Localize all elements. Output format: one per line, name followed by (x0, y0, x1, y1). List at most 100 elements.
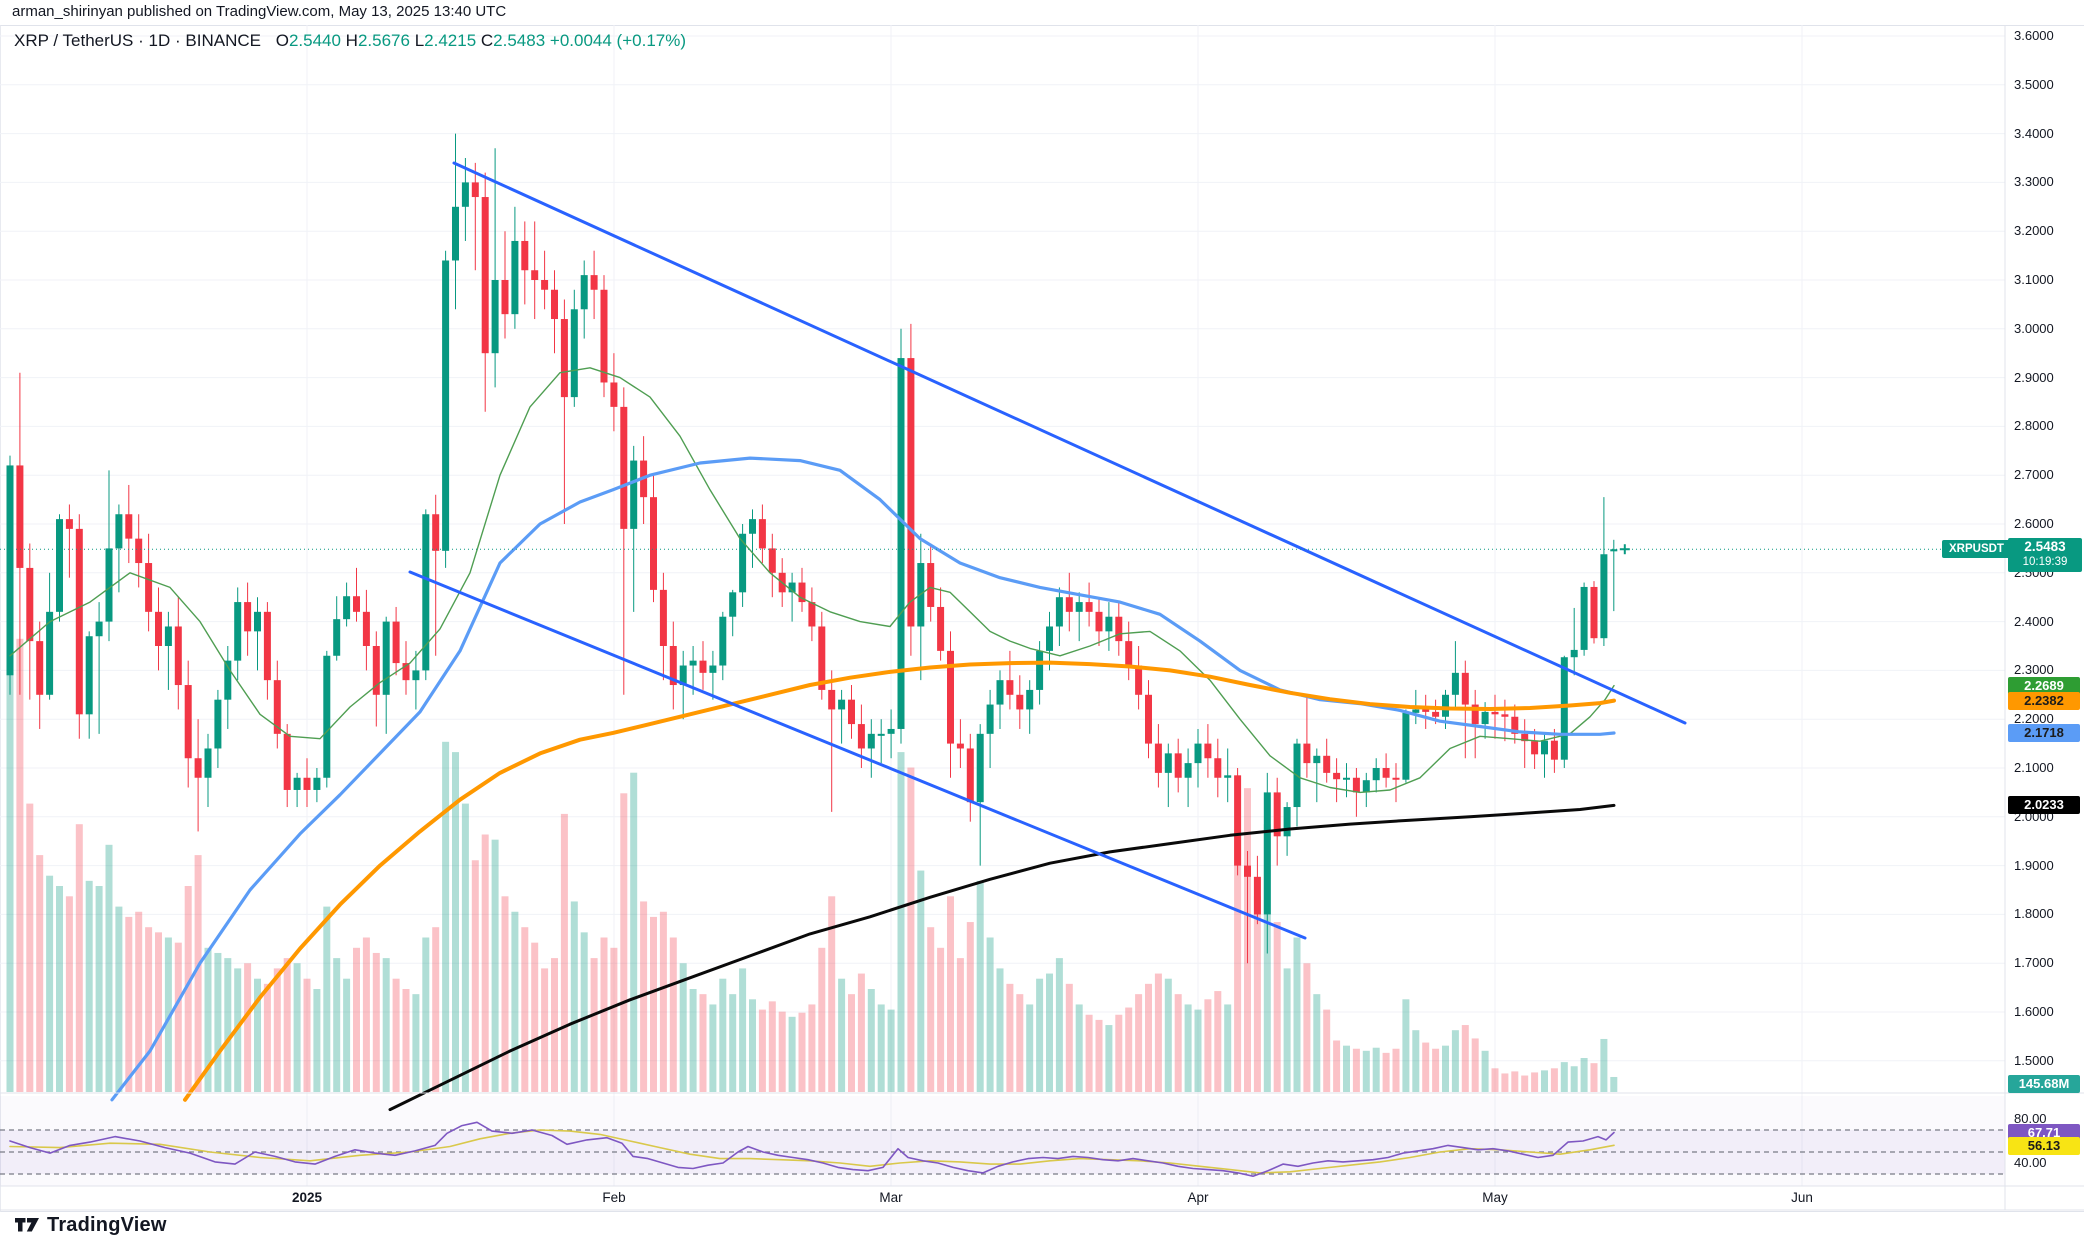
candle-body (1145, 694, 1152, 744)
candle-body (570, 309, 578, 398)
volume-bar (56, 886, 63, 1092)
volume-bar (739, 968, 747, 1092)
candle-body (372, 646, 380, 695)
candle-body (1412, 709, 1420, 713)
volume-bar (6, 628, 14, 1092)
candle-body (115, 514, 123, 549)
volume-bar (966, 922, 974, 1092)
volume-bar (521, 927, 529, 1092)
candle-body (382, 621, 390, 695)
volume-bar (1461, 1025, 1469, 1092)
candle-body (1253, 876, 1261, 915)
tradingview-logo[interactable]: TradingView (14, 1213, 167, 1237)
candle-body (1461, 672, 1469, 705)
candle-body (135, 538, 143, 564)
price-axis-tick: 3.5000 (2014, 76, 2054, 92)
candle-body (927, 563, 935, 607)
candle-body (362, 611, 370, 646)
candle-body (580, 275, 588, 310)
volume-bar (1283, 968, 1291, 1092)
volume-bar (808, 1004, 816, 1092)
volume-bar (224, 958, 232, 1092)
candle-body (1135, 665, 1143, 695)
symbol-price-tag: XRPUSDT (1942, 540, 2011, 559)
bar-countdown: 10:19:39 (2022, 556, 2068, 569)
candle-body (709, 665, 717, 673)
candle-body (739, 533, 747, 593)
candle-body (303, 777, 311, 790)
time-axis-label-feb: Feb (602, 1190, 626, 1205)
volume-bar (729, 994, 737, 1092)
volume-bar (1362, 1050, 1370, 1092)
volume-bar (1451, 1030, 1459, 1092)
volume-bar (303, 978, 311, 1092)
volume-bar (194, 855, 202, 1092)
volume-bar (620, 793, 628, 1092)
volume-bar (600, 937, 608, 1092)
volume-bar (115, 906, 123, 1092)
candle-body (1244, 865, 1251, 877)
candle-body (590, 275, 598, 290)
price-axis-tick: 1.7000 (2014, 955, 2054, 971)
candle-body (491, 280, 499, 354)
candle-body (630, 460, 638, 529)
tradingview-logo-text: TradingView (47, 1213, 167, 1236)
rsi-axis-tick: 40.00 (2014, 1155, 2047, 1170)
volume-bar (1214, 991, 1222, 1092)
volume-bar (461, 803, 469, 1092)
volume-bar (254, 978, 261, 1092)
volume-bar (1115, 1014, 1123, 1092)
candle-body (1541, 740, 1548, 755)
volume-bar (135, 911, 143, 1092)
price-axis-tick: 2.2000 (2014, 711, 2054, 727)
candle-body (155, 611, 162, 646)
candle-body (1451, 672, 1459, 695)
price-axis-tick: 2.3000 (2014, 662, 2054, 678)
candle-body (907, 358, 915, 627)
volume-bar (877, 1004, 885, 1092)
volume-bar (996, 968, 1004, 1092)
candle-body (333, 619, 341, 656)
volume-bar (828, 896, 836, 1092)
candle-body (1511, 716, 1519, 734)
candle-body (1224, 775, 1232, 778)
volume-bar (95, 886, 103, 1092)
volume-bar (1313, 994, 1321, 1092)
volume-bar (1343, 1045, 1350, 1092)
volume-bar (204, 947, 212, 1092)
volume-bar (1253, 896, 1261, 1092)
candle-body (353, 596, 360, 612)
volume-bar (689, 989, 697, 1092)
volume-bar (768, 1001, 776, 1092)
volume-bar (1372, 1047, 1380, 1092)
candle-body (1422, 709, 1430, 712)
volume-bar (1570, 1066, 1578, 1092)
green-ma-line (9, 367, 1615, 794)
candle-body (1075, 602, 1083, 612)
volume-bar (105, 844, 113, 1092)
candle-body (461, 182, 469, 207)
volume-bar (1016, 994, 1024, 1092)
lower-descending-trendline (408, 570, 1307, 940)
volume-bar (749, 999, 756, 1092)
volume-bar (1352, 1048, 1360, 1092)
candle-body (263, 611, 271, 681)
candle-body (947, 650, 954, 744)
volume-bar (1154, 973, 1162, 1092)
symbol-title[interactable]: XRP / TetherUS · 1D · BINANCE (14, 31, 261, 50)
volume-bar (956, 958, 964, 1092)
volume-bar (1095, 1019, 1103, 1092)
volume-bar (699, 994, 707, 1092)
volume-bar (333, 958, 341, 1092)
candle-body (1481, 711, 1489, 725)
candle-body (937, 606, 945, 651)
volume-bar (1402, 999, 1410, 1092)
volume-bar (659, 911, 667, 1092)
candle-body (1560, 657, 1568, 760)
volume-bar (1560, 1062, 1568, 1092)
candle-body (1125, 641, 1133, 666)
candle-body (1194, 743, 1202, 764)
candle-body (689, 660, 697, 666)
candle-body (1352, 777, 1360, 793)
